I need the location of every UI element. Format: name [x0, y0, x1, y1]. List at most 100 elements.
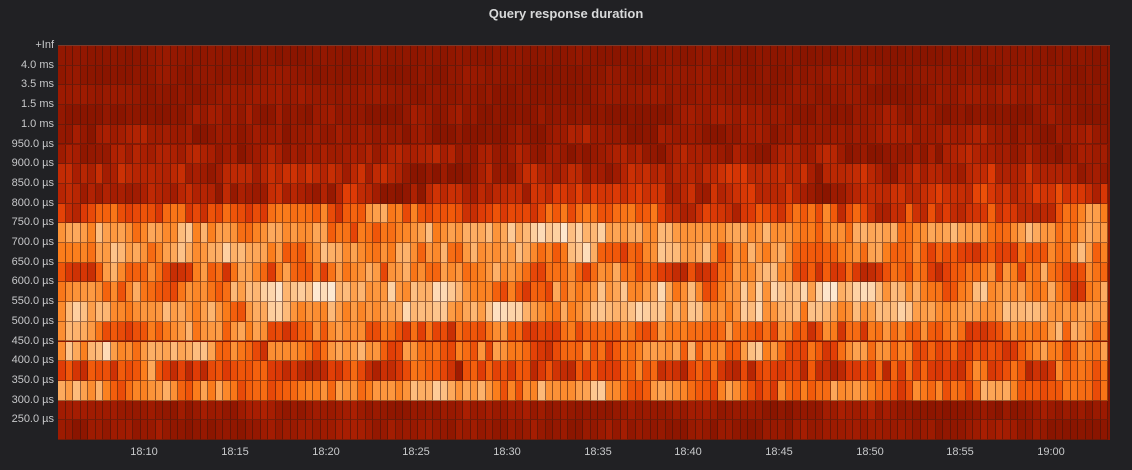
- heatmap-cell[interactable]: [238, 105, 246, 125]
- heatmap-cell[interactable]: [373, 105, 381, 125]
- heatmap-cell[interactable]: [65, 400, 73, 421]
- heatmap-cell[interactable]: [913, 223, 921, 243]
- heatmap-cell[interactable]: [898, 380, 906, 401]
- heatmap-cell[interactable]: [110, 164, 118, 184]
- heatmap-cell[interactable]: [515, 124, 523, 145]
- heatmap-cell[interactable]: [290, 302, 298, 322]
- heatmap-cell[interactable]: [388, 65, 396, 86]
- heatmap-cell[interactable]: [305, 85, 313, 106]
- heatmap-cell[interactable]: [395, 361, 403, 381]
- heatmap-cell[interactable]: [170, 164, 178, 184]
- heatmap-cell[interactable]: [785, 262, 793, 283]
- heatmap-cell[interactable]: [388, 400, 396, 421]
- heatmap-cell[interactable]: [485, 223, 493, 243]
- heatmap-cell[interactable]: [185, 46, 193, 66]
- heatmap-cell[interactable]: [328, 262, 336, 283]
- heatmap-cell[interactable]: [785, 380, 793, 401]
- heatmap-cell[interactable]: [268, 262, 276, 283]
- heatmap-cell[interactable]: [830, 105, 838, 125]
- heatmap-cell[interactable]: [200, 183, 208, 204]
- heatmap-cell[interactable]: [200, 400, 208, 421]
- heatmap-cell[interactable]: [673, 144, 681, 165]
- heatmap-cell[interactable]: [988, 380, 996, 401]
- heatmap-cell[interactable]: [65, 380, 73, 401]
- heatmap-cell[interactable]: [350, 65, 358, 86]
- heatmap-cell[interactable]: [178, 124, 186, 145]
- heatmap-cell[interactable]: [703, 282, 711, 303]
- heatmap-cell[interactable]: [380, 302, 388, 322]
- heatmap-cell[interactable]: [695, 243, 703, 263]
- heatmap-cell[interactable]: [275, 144, 283, 165]
- heatmap-cell[interactable]: [290, 380, 298, 401]
- heatmap-cell[interactable]: [350, 321, 358, 342]
- heatmap-cell[interactable]: [260, 341, 268, 362]
- heatmap-cell[interactable]: [155, 361, 163, 381]
- heatmap-cell[interactable]: [440, 420, 448, 440]
- heatmap-cell[interactable]: [635, 164, 643, 184]
- heatmap-cell[interactable]: [785, 203, 793, 224]
- heatmap-cell[interactable]: [110, 85, 118, 106]
- heatmap-cell[interactable]: [763, 124, 771, 145]
- heatmap-cell[interactable]: [1025, 361, 1033, 381]
- heatmap-cell[interactable]: [245, 85, 253, 106]
- heatmap-cell[interactable]: [163, 262, 171, 283]
- heatmap-cell[interactable]: [358, 183, 366, 204]
- heatmap-cell[interactable]: [815, 203, 823, 224]
- heatmap-cell[interactable]: [455, 380, 463, 401]
- heatmap-cell[interactable]: [58, 65, 66, 86]
- heatmap-cell[interactable]: [478, 144, 486, 165]
- heatmap-cell[interactable]: [508, 46, 516, 66]
- heatmap-cell[interactable]: [725, 183, 733, 204]
- heatmap-cell[interactable]: [538, 380, 546, 401]
- heatmap-cell[interactable]: [328, 223, 336, 243]
- heatmap-cell[interactable]: [440, 203, 448, 224]
- heatmap-cell[interactable]: [260, 183, 268, 204]
- heatmap-cell[interactable]: [268, 65, 276, 86]
- heatmap-cell[interactable]: [298, 85, 306, 106]
- heatmap-cell[interactable]: [403, 262, 411, 283]
- heatmap-cell[interactable]: [335, 124, 343, 145]
- heatmap-cell[interactable]: [508, 282, 516, 303]
- heatmap-cell[interactable]: [470, 105, 478, 125]
- heatmap-cell[interactable]: [905, 183, 913, 204]
- heatmap-cell[interactable]: [643, 380, 651, 401]
- heatmap-cell[interactable]: [853, 400, 861, 421]
- heatmap-cell[interactable]: [883, 46, 891, 66]
- heatmap-cell[interactable]: [410, 321, 418, 342]
- heatmap-cell[interactable]: [748, 124, 756, 145]
- heatmap-cell[interactable]: [418, 420, 426, 440]
- heatmap-cell[interactable]: [913, 282, 921, 303]
- heatmap-cell[interactable]: [815, 144, 823, 165]
- heatmap-cell[interactable]: [410, 164, 418, 184]
- heatmap-cell[interactable]: [178, 203, 186, 224]
- heatmap-cell[interactable]: [515, 164, 523, 184]
- heatmap-cell[interactable]: [275, 85, 283, 106]
- heatmap-cell[interactable]: [770, 65, 778, 86]
- heatmap-cell[interactable]: [208, 144, 216, 165]
- heatmap-cell[interactable]: [148, 302, 156, 322]
- heatmap-cell[interactable]: [605, 420, 613, 440]
- heatmap-cell[interactable]: [1093, 321, 1101, 342]
- heatmap-cell[interactable]: [1018, 361, 1026, 381]
- heatmap-cell[interactable]: [403, 223, 411, 243]
- heatmap-cell[interactable]: [920, 144, 928, 165]
- heatmap-cell[interactable]: [440, 361, 448, 381]
- heatmap-cell[interactable]: [80, 341, 88, 362]
- heatmap-cell[interactable]: [358, 321, 366, 342]
- heatmap-cell[interactable]: [823, 105, 831, 125]
- heatmap-cell[interactable]: [665, 380, 673, 401]
- heatmap-cell[interactable]: [793, 243, 801, 263]
- heatmap-cell[interactable]: [290, 203, 298, 224]
- heatmap-cell[interactable]: [620, 361, 628, 381]
- heatmap-cell[interactable]: [980, 361, 988, 381]
- heatmap-cell[interactable]: [928, 321, 936, 342]
- heatmap-cell[interactable]: [223, 420, 231, 440]
- heatmap-cell[interactable]: [598, 85, 606, 106]
- heatmap-cell[interactable]: [613, 46, 621, 66]
- heatmap-cell[interactable]: [223, 243, 231, 263]
- heatmap-cell[interactable]: [508, 144, 516, 165]
- heatmap-cell[interactable]: [103, 321, 111, 342]
- heatmap-cell[interactable]: [800, 85, 808, 106]
- heatmap-cell[interactable]: [155, 85, 163, 106]
- heatmap-cell[interactable]: [560, 361, 568, 381]
